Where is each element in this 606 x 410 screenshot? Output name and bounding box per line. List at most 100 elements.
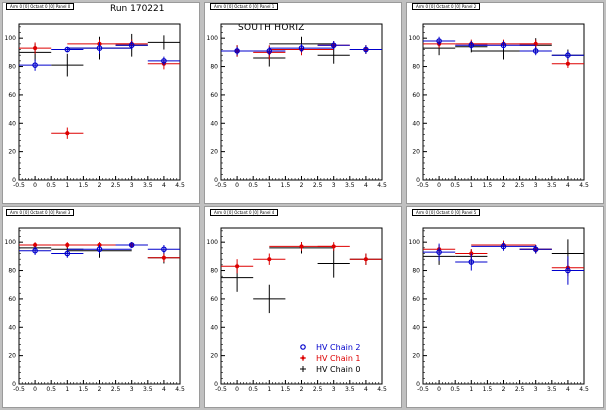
data-point: [331, 244, 336, 249]
x-tick-label: 0: [235, 182, 239, 189]
data-point: [565, 52, 571, 59]
x-tick-label: 4: [162, 386, 166, 393]
y-tick-label: 20: [412, 353, 420, 360]
x-tick-label: 2: [502, 386, 506, 393]
data-point: [234, 48, 240, 54]
data-point: [32, 46, 38, 51]
data-point: [330, 42, 337, 49]
pad-frame-3: [2, 206, 200, 408]
x-tick-label: 4: [162, 182, 166, 189]
x-tick-label: 4: [566, 182, 570, 189]
data-point: [64, 46, 71, 53]
x-tick-label: 1: [469, 386, 473, 393]
x-tick-label: 4.5: [579, 182, 589, 189]
y-tick-label: 60: [8, 296, 16, 303]
x-tick-label: 0: [33, 386, 37, 393]
pad-frame-2: [406, 2, 604, 204]
y-tick-label: 0: [416, 381, 420, 388]
x-tick-label: -0.5: [417, 386, 429, 393]
x-tick-label: 1: [469, 182, 473, 189]
data-point: [65, 131, 70, 136]
legend-label: HV Chain 1: [316, 354, 361, 363]
data-point: [565, 267, 571, 274]
y-tick-label: 100: [207, 35, 219, 42]
y-tick-label: 100: [409, 239, 421, 246]
y-tick-label: 20: [8, 149, 16, 156]
x-tick-label: 1.5: [79, 182, 89, 189]
data-point: [161, 255, 166, 260]
x-tick-label: 3.5: [345, 182, 355, 189]
panel-title: Arm 0 [0] Octant 0 [0] Panel 5: [412, 209, 481, 216]
x-tick-label: -0.5: [13, 386, 25, 393]
plot-frame: [422, 227, 585, 385]
legend-marker: [300, 344, 306, 350]
x-tick-label: 3: [130, 182, 134, 189]
y-tick-label: 20: [8, 353, 16, 360]
data-point: [436, 38, 442, 44]
y-tick-label: 0: [12, 177, 16, 184]
y-tick-label: 100: [5, 239, 17, 246]
x-tick-label: 0.5: [450, 182, 460, 189]
y-tick-label: 100: [207, 239, 219, 246]
y-tick-label: 40: [412, 324, 420, 331]
y-tick-label: 60: [412, 92, 420, 99]
x-tick-label: 4: [566, 386, 570, 393]
panel-title: Arm 0 [0] Octant 0 [0] Panel 2: [412, 3, 481, 10]
x-tick-label: 1: [65, 182, 69, 189]
y-tick-label: 100: [5, 35, 17, 42]
x-tick-label: -0.5: [13, 182, 25, 189]
x-tick-label: 3: [534, 386, 538, 393]
data-point: [267, 257, 272, 262]
data-point: [128, 242, 135, 248]
legend-marker: [301, 356, 305, 360]
y-tick-label: 20: [210, 149, 218, 156]
x-tick-label: 2: [300, 386, 304, 393]
x-tick-label: 2.5: [515, 182, 525, 189]
x-tick-label: 2.5: [111, 386, 121, 393]
legend-label: HV Chain 2: [316, 343, 361, 352]
data-point: [565, 61, 571, 66]
data-point: [468, 259, 475, 265]
x-tick-label: 4.5: [175, 386, 185, 393]
panel-title: Arm 0 [0] Octant 0 [0] Panel 0: [6, 3, 75, 10]
data-point: [500, 42, 507, 49]
x-tick-label: 0: [235, 386, 239, 393]
x-tick-label: 1.5: [483, 386, 493, 393]
panel-title: Arm 0 [0] Octant 0 [0] Panel 3: [6, 209, 75, 216]
y-tick-label: 80: [412, 268, 420, 275]
y-tick-label: 20: [210, 353, 218, 360]
pad-frame-0: [2, 2, 200, 204]
x-tick-label: 1.5: [281, 182, 291, 189]
data-point: [532, 48, 539, 54]
x-tick-label: 4.5: [377, 182, 387, 189]
x-tick-label: 1: [65, 386, 69, 393]
data-point: [161, 246, 167, 253]
y-tick-label: 80: [210, 64, 218, 71]
y-tick-label: 40: [210, 120, 218, 127]
x-tick-label: 2: [98, 386, 102, 393]
x-tick-label: -0.5: [215, 182, 227, 189]
x-tick-label: -0.5: [215, 386, 227, 393]
data-point: [96, 246, 103, 253]
x-tick-label: 4: [364, 182, 368, 189]
panel-title: Arm 0 [0] Octant 0 [0] Panel 1: [210, 3, 279, 10]
y-tick-label: 100: [409, 35, 421, 42]
x-tick-label: 3: [332, 182, 336, 189]
x-tick-label: 3.5: [547, 182, 557, 189]
x-tick-label: 1.5: [483, 182, 493, 189]
panel-label: SOUTH HORIZ: [238, 23, 305, 33]
data-point: [363, 257, 369, 262]
x-tick-label: 1.5: [281, 386, 291, 393]
x-tick-label: 4.5: [579, 386, 589, 393]
x-tick-label: 2: [300, 182, 304, 189]
data-point: [363, 46, 369, 53]
data-point: [64, 250, 71, 257]
data-point: [32, 62, 38, 68]
y-tick-label: 0: [416, 177, 420, 184]
x-tick-label: 1: [267, 182, 271, 189]
pad-frame-4: [204, 206, 402, 408]
run-label: Run 170221: [110, 4, 165, 14]
x-tick-label: 0: [437, 386, 441, 393]
x-tick-label: 3: [130, 386, 134, 393]
data-point: [298, 45, 305, 51]
